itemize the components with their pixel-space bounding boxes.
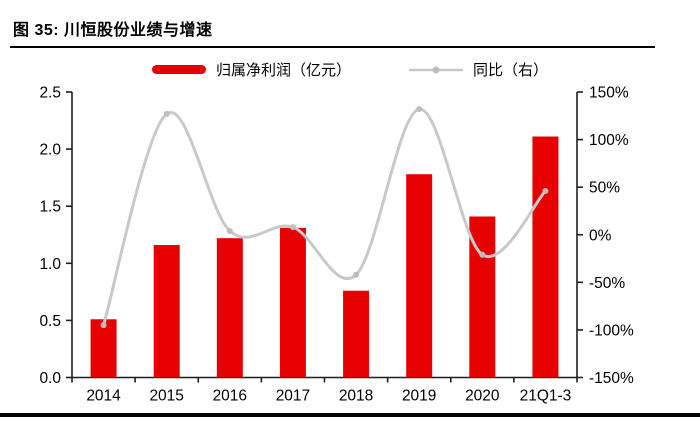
bar-2016: [216, 238, 243, 378]
yoy-marker-2014: [100, 322, 107, 329]
title-underline: [10, 46, 655, 49]
right-axis-tick-label: 150%: [589, 85, 629, 102]
bar-21Q1-3: [532, 136, 559, 378]
legend-label-net-profit: 归属净利润（亿元）: [215, 62, 351, 79]
x-label-2017: 2017: [276, 388, 310, 405]
x-label-2016: 2016: [213, 388, 247, 405]
bar-2014: [90, 319, 117, 378]
left-axis-tick-label: 2.0: [39, 142, 61, 159]
yoy-marker-2018: [353, 271, 360, 278]
chart-legend: 归属净利润（亿元） 同比（右）: [0, 59, 700, 80]
net-profit-legend-swatch-icon: [151, 65, 206, 74]
bar-2015: [153, 245, 180, 378]
yoy-marker-2020: [479, 251, 486, 258]
figure-bottom-rule: [0, 413, 700, 417]
legend-item-yoy: 同比（右）: [409, 59, 548, 80]
left-axis-tick-label: 2.5: [39, 85, 61, 102]
left-axis-tick-label: 1.5: [39, 199, 61, 216]
x-label-2014: 2014: [86, 388, 121, 405]
yoy-marker-2016: [226, 227, 233, 234]
legend-label-yoy: 同比（右）: [473, 62, 549, 79]
bar-2019: [406, 174, 433, 378]
x-label-2020: 2020: [465, 388, 500, 405]
legend-item-net-profit: 归属净利润（亿元）: [151, 59, 351, 80]
yoy-marker-21Q1-3: [542, 187, 549, 194]
right-axis-tick-label: 100%: [589, 132, 629, 149]
right-axis-tick-label: 0%: [589, 227, 612, 244]
yoy-marker-2019: [416, 106, 423, 113]
yoy-marker-2015: [163, 110, 170, 117]
left-axis-tick-label: 1.0: [39, 256, 61, 273]
right-axis-tick-label: -100%: [589, 322, 634, 339]
x-label-2019: 2019: [402, 388, 436, 405]
yoy-legend-swatch-icon: [409, 66, 463, 73]
x-label-2015: 2015: [149, 388, 183, 405]
bar-2018: [343, 290, 370, 378]
right-axis-tick-label: -50%: [589, 275, 625, 292]
left-axis-tick-label: 0.5: [39, 313, 61, 330]
right-axis-tick-label: -150%: [589, 370, 634, 387]
x-label-21Q1-3: 21Q1-3: [520, 388, 572, 405]
x-label-2018: 2018: [339, 388, 373, 405]
left-axis-tick-label: 0.0: [39, 370, 61, 387]
figure-title: 图 35: 川恒股份业绩与增速: [13, 22, 213, 39]
bar-2017: [279, 227, 306, 378]
yoy-marker-2017: [289, 224, 296, 231]
right-axis-tick-label: 50%: [589, 180, 620, 197]
